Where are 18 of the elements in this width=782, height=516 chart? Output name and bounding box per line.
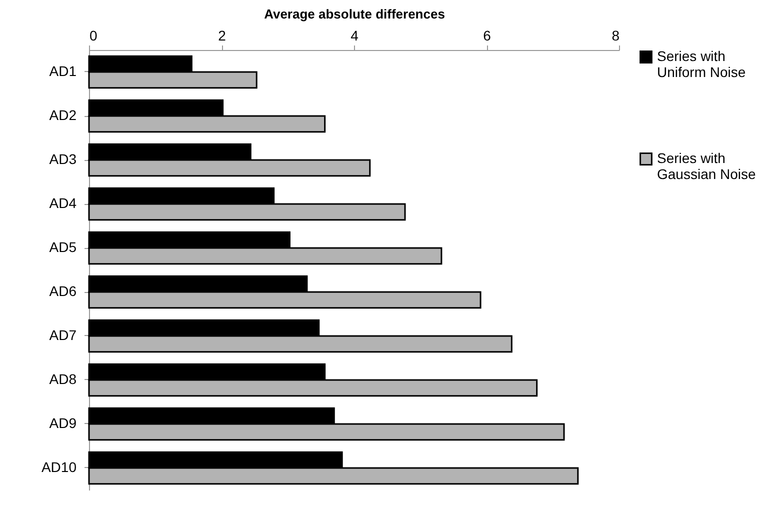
x-tick-label: 4 — [350, 28, 359, 44]
x-tick-label: 6 — [483, 28, 492, 44]
y-tick-label: AD2 — [49, 107, 77, 123]
legend-label: Series with Gaussian Noise — [657, 150, 756, 182]
y-tick-label: AD5 — [49, 239, 77, 255]
y-tick-label: AD10 — [41, 459, 77, 475]
x-axis-title: Average absolute differences — [264, 6, 445, 22]
x-tick-label: 0 — [90, 28, 98, 44]
y-tick-label: AD9 — [49, 415, 77, 431]
legend-label: Series with Uniform Noise — [657, 48, 746, 80]
y-tick-label: AD8 — [49, 371, 77, 387]
y-tick-label: AD1 — [49, 63, 77, 79]
y-tick-label: AD3 — [49, 151, 77, 167]
y-tick-label: AD6 — [49, 283, 77, 299]
x-tick-label: 2 — [218, 28, 226, 44]
x-tick-label: 8 — [612, 28, 620, 44]
y-tick-label: AD4 — [49, 195, 77, 211]
y-tick-label: AD7 — [49, 327, 77, 343]
